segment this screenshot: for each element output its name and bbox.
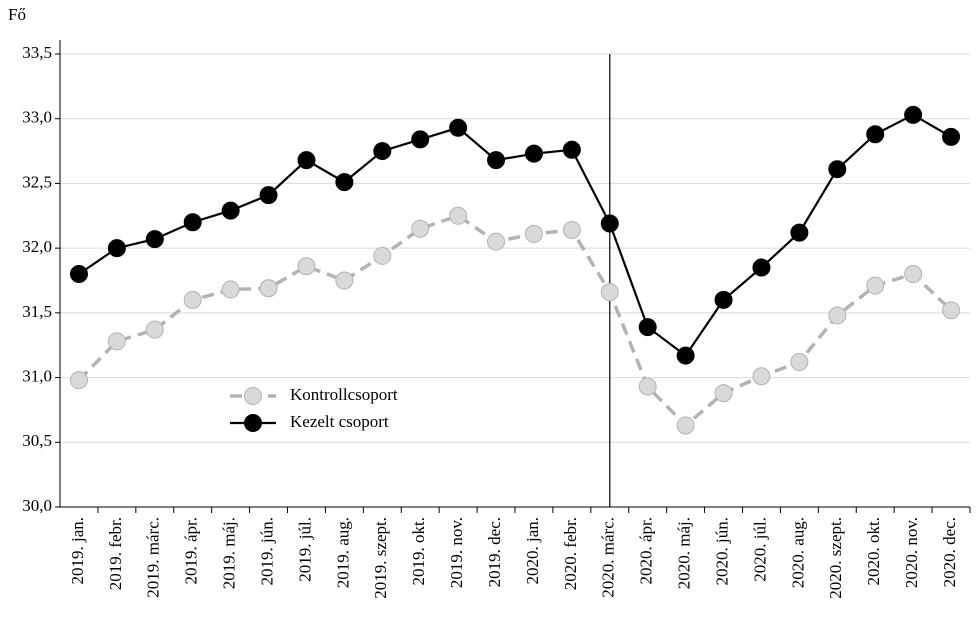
marker (373, 142, 392, 161)
marker (676, 416, 695, 435)
marker (259, 186, 278, 205)
legend-label: Kontrollcsoport (290, 385, 398, 404)
x-tick-label: 2020. ápr. (637, 517, 656, 585)
x-tick-label: 2020. aug. (788, 517, 807, 588)
marker (828, 160, 847, 179)
x-tick-label: 2020. szept. (826, 517, 845, 599)
x-tick-label: 2020. dec. (940, 517, 959, 587)
marker (221, 201, 240, 220)
x-tick-label: 2020. nov. (902, 517, 921, 588)
marker (638, 377, 657, 396)
x-tick-label: 2019. jún. (257, 517, 276, 585)
marker (942, 301, 961, 320)
y-tick-label: 31,0 (22, 366, 52, 385)
y-tick-label: 30,0 (22, 496, 52, 515)
marker (69, 371, 88, 390)
marker (487, 151, 506, 170)
marker (107, 239, 126, 258)
x-tick-label: 2019. máj. (220, 517, 239, 589)
marker (411, 219, 430, 238)
x-tick-label: 2019. ápr. (182, 517, 201, 585)
marker (866, 125, 885, 144)
marker (790, 353, 809, 372)
marker (373, 246, 392, 265)
marker (942, 127, 961, 146)
marker (449, 118, 468, 137)
marker (69, 265, 88, 284)
x-tick-label: 2019. dec. (485, 517, 504, 587)
marker (411, 130, 430, 149)
y-tick-label: 33,0 (22, 108, 52, 127)
marker (524, 144, 543, 163)
marker (183, 290, 202, 309)
marker (714, 384, 733, 403)
marker (600, 283, 619, 302)
marker (904, 105, 923, 124)
marker (562, 221, 581, 240)
x-tick-label: 2020. jún. (712, 517, 731, 585)
x-tick-label: 2019. aug. (333, 517, 352, 588)
marker (752, 258, 771, 277)
y-tick-label: 30,5 (22, 431, 52, 450)
marker (297, 151, 316, 170)
marker (145, 230, 164, 249)
x-tick-label: 2020. márc. (599, 517, 618, 598)
marker (183, 213, 202, 232)
marker (524, 224, 543, 243)
y-tick-label: 32,5 (22, 172, 52, 191)
marker (335, 271, 354, 290)
marker (600, 214, 619, 233)
x-tick-label: 2019. márc. (144, 517, 163, 598)
x-tick-label: 2019. jan. (68, 517, 87, 585)
marker (335, 173, 354, 192)
legend-label: Kezelt csoport (290, 412, 389, 431)
marker (259, 279, 278, 298)
x-tick-label: 2019. febr. (106, 517, 125, 590)
marker (676, 346, 695, 365)
marker (752, 367, 771, 386)
marker (487, 232, 506, 251)
x-tick-label: 2020. máj. (675, 517, 694, 589)
marker (714, 290, 733, 309)
series-line (77, 213, 953, 428)
y-tick-label: 31,5 (22, 302, 52, 321)
marker (562, 140, 581, 159)
x-tick-label: 2020. jan. (523, 517, 542, 585)
marker (828, 306, 847, 325)
marker (790, 223, 809, 242)
x-tick-label: 2019. szept. (371, 517, 390, 599)
x-tick-label: 2019. okt. (409, 517, 428, 585)
legend-marker (244, 387, 262, 405)
marker (297, 257, 316, 276)
marker (449, 206, 468, 225)
marker (107, 332, 126, 351)
marker (866, 276, 885, 295)
x-tick-label: 2019. nov. (447, 517, 466, 588)
x-tick-label: 2019. júl. (295, 517, 314, 582)
marker (145, 320, 164, 339)
marker (221, 280, 240, 299)
series-line (78, 113, 952, 358)
x-tick-label: 2020. okt. (864, 517, 883, 585)
y-axis-label: Fő (8, 5, 26, 24)
legend-marker (244, 414, 262, 432)
x-tick-label: 2020. júl. (750, 517, 769, 582)
marker (638, 318, 657, 337)
y-tick-label: 33,5 (22, 43, 52, 62)
marker (904, 265, 923, 284)
y-tick-label: 32,0 (22, 237, 52, 256)
x-tick-label: 2020. febr. (561, 517, 580, 590)
